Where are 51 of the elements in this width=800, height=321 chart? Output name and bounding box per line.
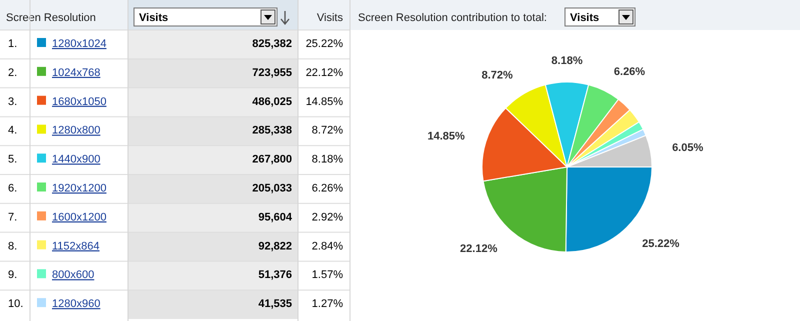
text: 205,033 bbox=[252, 182, 292, 194]
text: 486,025 bbox=[252, 96, 292, 108]
data-label: 6.26% bbox=[614, 66, 646, 78]
data-label: 8.72% bbox=[482, 70, 514, 82]
text: 4. bbox=[8, 124, 18, 137]
text: 95,604 bbox=[258, 211, 293, 224]
text: 285,338 bbox=[252, 124, 292, 137]
text: 41,535 bbox=[258, 298, 292, 310]
chart-title: Screen Resolution contribution to total: bbox=[358, 12, 547, 24]
data-label: 25.22% bbox=[642, 238, 680, 250]
legend-label: 1440x900 bbox=[52, 154, 100, 166]
text: 723,955 bbox=[252, 66, 292, 79]
text: 7. bbox=[8, 211, 18, 224]
text: 3. bbox=[8, 96, 18, 108]
text: 5. bbox=[8, 154, 18, 166]
text: 8. bbox=[8, 240, 18, 252]
legend-label: 1280x1024 bbox=[52, 38, 106, 50]
text: 9. bbox=[8, 269, 18, 282]
legend-label: 800x600 bbox=[52, 269, 94, 282]
data-label: 1.57% bbox=[312, 269, 344, 282]
data-label: 8.18% bbox=[551, 55, 583, 67]
text: 25.22% bbox=[306, 38, 343, 50]
text: 10. bbox=[8, 298, 24, 310]
legend-label: 1920x1200 bbox=[52, 182, 106, 194]
data-label: 1.27% bbox=[312, 298, 344, 310]
text: 2. bbox=[8, 66, 18, 79]
text: 6. bbox=[8, 182, 18, 194]
legend-label: 1280x960 bbox=[52, 298, 100, 310]
text: 14.85% bbox=[306, 96, 343, 108]
text: 6.26% bbox=[312, 182, 343, 194]
legend-label: 1680x1050 bbox=[52, 96, 106, 108]
text: 8.18% bbox=[312, 154, 343, 166]
text: 1. bbox=[8, 38, 18, 50]
data-label: 2.92% bbox=[312, 211, 344, 224]
data-label: 2.84% bbox=[312, 240, 344, 252]
text: 825,382 bbox=[252, 38, 292, 50]
legend-label: 1600x1200 bbox=[52, 211, 106, 224]
text: 8.72% bbox=[312, 124, 343, 137]
data-label: 22.12% bbox=[460, 243, 498, 256]
legend-label: 1024x768 bbox=[52, 66, 100, 79]
text: 92,822 bbox=[258, 240, 292, 252]
data-label: 14.85% bbox=[427, 130, 465, 142]
text: Visits bbox=[570, 12, 600, 24]
data-label: 6.05% bbox=[672, 142, 704, 154]
text: Visits bbox=[316, 12, 344, 24]
text: Visits bbox=[139, 12, 168, 24]
text: 267,800 bbox=[252, 154, 292, 166]
text: 22.12% bbox=[306, 66, 343, 79]
legend-label: 1152x864 bbox=[52, 240, 100, 252]
text: 51,376 bbox=[258, 269, 292, 282]
legend-label: 1280x800 bbox=[52, 124, 100, 137]
